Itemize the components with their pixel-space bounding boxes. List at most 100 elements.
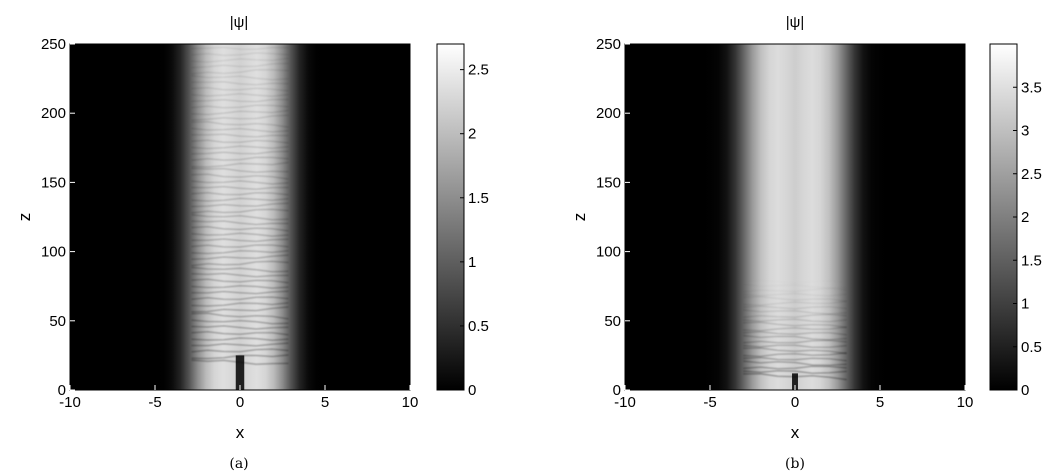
- colorbar-gradient: [989, 43, 1018, 391]
- fringe-line: [191, 312, 289, 320]
- fringe-line: [191, 180, 289, 185]
- x-tick-label: 5: [321, 394, 329, 411]
- x-axis-label: x: [791, 423, 800, 442]
- x-tick-label: 0: [791, 394, 799, 411]
- x-tick-label: 5: [876, 394, 884, 411]
- fringe-line: [743, 347, 847, 355]
- y-axis-ticks: 0 50 100 150 200 250: [596, 36, 630, 399]
- fringe-line: [191, 278, 289, 284]
- y-tick-label: 50: [604, 313, 621, 330]
- colorbar-tick-label: 2: [1021, 209, 1029, 226]
- fringe-line: [191, 244, 289, 248]
- fringe-line: [191, 75, 289, 81]
- fringe-line: [191, 226, 289, 232]
- fringe-line: [191, 331, 289, 336]
- fringe-line: [191, 272, 289, 278]
- panel-b: |ψ| -10 -5 0 5 10 0 50 100 150 200 250 x z 0 0.5 1 1…: [570, 14, 1042, 472]
- heatmap: [70, 44, 410, 390]
- initial-dark-stripe: [792, 373, 798, 390]
- colorbar-tick-label: 1: [1021, 296, 1029, 313]
- fringe-line: [743, 287, 847, 293]
- colorbar-tick-label: 2: [468, 126, 476, 143]
- fringe-line: [743, 296, 847, 302]
- colorbar-tick-label: 2.5: [468, 62, 489, 79]
- fringe-line: [191, 81, 289, 86]
- fringe-line: [743, 335, 847, 341]
- y-tick-label: 0: [613, 382, 621, 399]
- fringe-line: [191, 167, 289, 173]
- fringe-line: [191, 62, 289, 69]
- fringe-line: [191, 156, 289, 161]
- y-tick-label: 100: [41, 244, 66, 261]
- x-tick-label: 10: [957, 394, 974, 411]
- fringe-line: [191, 260, 289, 267]
- x-tick-label: -5: [148, 394, 161, 411]
- fringe-line: [191, 296, 289, 300]
- fringe-line: [743, 365, 847, 370]
- y-axis-label: z: [570, 213, 589, 222]
- fringe-line: [743, 300, 847, 306]
- fringe-line: [191, 186, 289, 190]
- fringe-line: [191, 232, 289, 237]
- colorbar-tick-label: 1: [468, 254, 476, 271]
- panel-caption: (b): [785, 456, 805, 472]
- fringe-line: [191, 306, 289, 313]
- colorbar: [436, 43, 465, 391]
- fringe-line: [191, 285, 289, 289]
- fringe-line: [191, 69, 289, 75]
- fringe-line: [191, 133, 289, 138]
- fringe-line: [191, 114, 289, 121]
- fringe-line: [191, 254, 289, 260]
- fringe-line: [191, 250, 289, 255]
- fringe-line: [191, 150, 289, 155]
- fringe-line: [743, 331, 847, 336]
- y-axis-ticks: 0 50 100 150 200 250: [41, 36, 75, 399]
- panel-caption: (a): [229, 456, 248, 472]
- fringe-line: [191, 162, 289, 168]
- fringe-line: [191, 104, 289, 109]
- fringe-line: [191, 145, 289, 150]
- fringe-line: [743, 339, 847, 344]
- fringe-line: [191, 319, 289, 325]
- fringe-line: [191, 348, 289, 353]
- initial-dark-stripe: [235, 355, 245, 390]
- heatmap: [625, 44, 965, 390]
- fringe-line: [191, 290, 289, 295]
- fringe-line: [191, 173, 289, 180]
- fringe-line: [191, 202, 289, 207]
- y-tick-label: 150: [596, 174, 621, 191]
- x-tick-label: 10: [402, 394, 419, 411]
- fringe-line: [191, 139, 289, 144]
- colorbar-tick-label: 0.5: [468, 318, 489, 335]
- fringe-line: [743, 309, 847, 315]
- y-tick-label: 250: [596, 36, 621, 53]
- fringe-line: [191, 208, 289, 214]
- fringe-line: [743, 305, 847, 310]
- fringe-line: [743, 356, 847, 362]
- colorbar: [989, 43, 1018, 391]
- fringe-line: [191, 337, 289, 341]
- x-axis-ticks: -10 -5 0 5 10: [614, 385, 973, 411]
- x-axis-label: x: [236, 423, 245, 442]
- colorbar-tick-label: 3.5: [1021, 79, 1042, 96]
- fringe-line: [191, 87, 289, 92]
- fringe-line: [743, 352, 847, 357]
- fringe-line: [191, 128, 289, 133]
- fringe-line: [191, 197, 289, 202]
- y-axis-label: z: [15, 213, 34, 222]
- y-tick-label: 50: [49, 313, 66, 330]
- fringe-line: [191, 214, 289, 221]
- fringe-line: [191, 266, 289, 273]
- x-tick-label: -10: [59, 394, 81, 411]
- fringe-lines: [191, 46, 289, 365]
- beam-intensity: [625, 44, 965, 390]
- x-tick-label: -5: [703, 394, 716, 411]
- fringe-line: [191, 325, 289, 330]
- fringe-line: [743, 321, 847, 328]
- colorbar-tick-label: 3: [1021, 123, 1029, 140]
- y-tick-label: 250: [41, 36, 66, 53]
- fringe-line: [191, 99, 289, 103]
- y-tick-label: 150: [41, 174, 66, 191]
- y-tick-label: 200: [41, 105, 66, 122]
